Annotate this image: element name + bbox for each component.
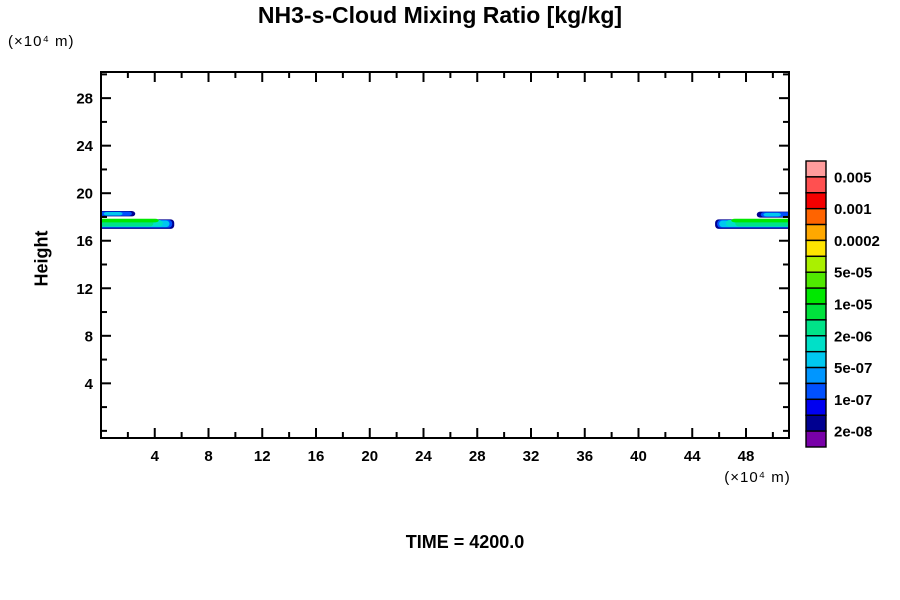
x-axis-unit-label: (×10⁴ m) — [724, 469, 791, 486]
colorbar-segment — [805, 271, 827, 289]
cloud-features — [101, 211, 789, 229]
y-axis-tick-label: 16 — [76, 233, 93, 250]
right-cloud-upper-band — [763, 212, 781, 217]
colorbar-segment — [805, 430, 827, 448]
x-axis-tick-label: 32 — [523, 448, 540, 465]
x-axis-tick-label: 24 — [415, 448, 432, 465]
colorbar-segment — [805, 366, 827, 385]
x-axis-tick-label: 4 — [151, 448, 160, 465]
x-axis-tick-label: 44 — [684, 448, 701, 465]
x-axis-tick-label: 36 — [576, 448, 593, 465]
colorbar-segment — [805, 192, 827, 210]
colorbar: 0.005 0.001 0.0002 5e-05 1e-05 2e-06 5e-07 1e-0… — [805, 160, 880, 448]
colorbar-segment — [805, 255, 827, 273]
colorbar-tick-label: 1e-05 — [834, 297, 872, 314]
colorbar-tick-label: 2e-08 — [834, 424, 872, 441]
colorbar-tick-label: 5e-05 — [834, 265, 872, 282]
y-axis-tick-label: 20 — [76, 186, 93, 203]
y-axis-tick-label: 28 — [76, 91, 93, 108]
x-axis-tick-label: 28 — [469, 448, 486, 465]
x-axis-tick-label: 40 — [630, 448, 647, 465]
colorbar-segment — [805, 319, 827, 337]
colorbar-segment — [805, 176, 827, 194]
right-cloud-streak-band — [731, 218, 789, 223]
colorbar-segment — [805, 414, 827, 432]
axis-ticks — [101, 72, 789, 438]
colorbar-tick-label: 5e-07 — [834, 360, 872, 377]
colorbar-segment — [805, 398, 827, 416]
chart-title: NH3-s-Cloud Mixing Ratio [kg/kg] — [257, 2, 623, 28]
colorbar-segment — [805, 303, 827, 321]
colorbar-tick-label: 1e-07 — [834, 392, 872, 409]
y-axis-tick-label: 12 — [76, 281, 93, 298]
x-axis-tick-label: 12 — [254, 448, 271, 465]
x-axis-tick-label: 48 — [738, 448, 755, 465]
colorbar-segment — [805, 335, 827, 353]
x-axis-tick-label: 20 — [361, 448, 378, 465]
plot-frame — [100, 71, 790, 439]
y-axis-tick-label: 24 — [76, 138, 93, 155]
x-axis-tick-label: 16 — [308, 448, 325, 465]
left-cloud-streak-band — [101, 218, 159, 223]
colorbar-segment — [805, 287, 827, 305]
x-axis-tick-label: 8 — [204, 448, 212, 465]
time-annotation: TIME = 4200.0 — [405, 532, 525, 552]
colorbar-tick-label: 0.0002 — [834, 233, 880, 250]
colorbar-segment — [805, 160, 827, 178]
y-axis-unit-label: (×10⁴ m) — [8, 33, 75, 50]
colorbar-segment — [805, 350, 827, 369]
colorbar-segment — [805, 239, 827, 258]
y-axis-tick-label: 8 — [85, 328, 93, 345]
colorbar-segment — [805, 223, 827, 242]
colorbar-segment — [805, 382, 827, 401]
left-cloud-upper-band — [103, 211, 123, 216]
colorbar-tick-label: 0.001 — [834, 201, 872, 218]
colorbar-tick-label: 0.005 — [834, 169, 872, 186]
colorbar-segment — [805, 207, 827, 226]
colorbar-tick-label: 2e-06 — [834, 328, 872, 345]
y-axis-tick-label: 4 — [85, 376, 94, 393]
